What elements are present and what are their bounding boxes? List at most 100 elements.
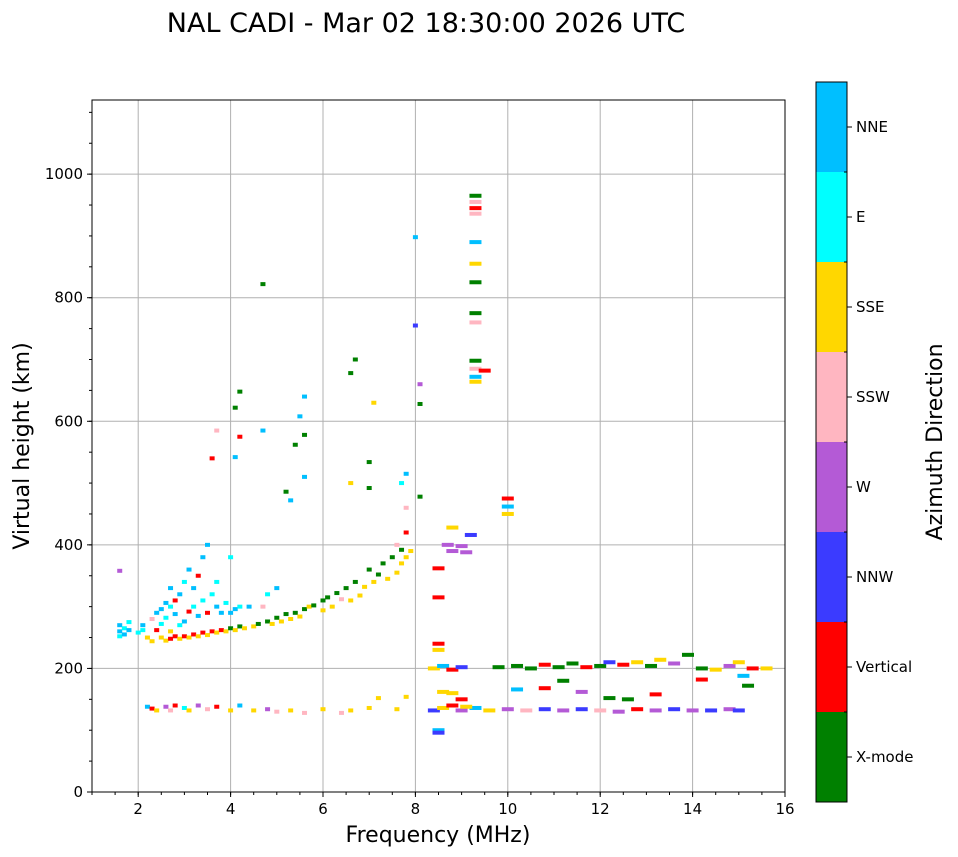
- data-point: [117, 568, 123, 573]
- data-point: [338, 710, 344, 715]
- data-point: [631, 660, 644, 665]
- data-point: [158, 635, 164, 640]
- data-point: [144, 704, 150, 709]
- data-point: [552, 665, 565, 670]
- data-point: [186, 567, 192, 572]
- data-point: [362, 584, 368, 589]
- data-point: [686, 708, 699, 713]
- data-point: [214, 579, 220, 584]
- colorbar-segment: [816, 172, 847, 262]
- data-point: [348, 708, 354, 713]
- data-point: [511, 687, 524, 692]
- data-point: [283, 489, 289, 494]
- data-point: [214, 428, 220, 433]
- data-point: [348, 371, 354, 376]
- data-point: [469, 379, 482, 384]
- data-point: [501, 504, 514, 509]
- data-point: [320, 598, 326, 603]
- data-point: [375, 696, 381, 701]
- data-point: [168, 708, 174, 713]
- chart-title: NAL CADI - Mar 02 18:30:00 2026 UTC: [167, 8, 685, 39]
- data-point: [469, 211, 482, 216]
- data-point: [343, 586, 349, 591]
- data-point: [158, 621, 164, 626]
- data-point: [302, 710, 308, 715]
- data-point: [464, 532, 477, 537]
- data-point: [385, 576, 391, 581]
- data-point: [501, 511, 514, 516]
- data-point: [469, 206, 482, 211]
- y-tick-label: 600: [54, 412, 83, 430]
- data-point: [195, 703, 201, 708]
- data-point: [325, 595, 331, 600]
- data-point: [394, 570, 400, 575]
- data-point: [209, 456, 215, 461]
- data-point: [191, 586, 197, 591]
- data-point: [154, 628, 160, 633]
- data-point: [478, 368, 491, 373]
- data-point: [214, 630, 220, 635]
- data-point: [732, 660, 745, 665]
- data-point: [311, 603, 317, 608]
- data-point: [455, 544, 468, 549]
- y-tick-label: 400: [54, 536, 83, 554]
- colorbar-frame: [815, 81, 848, 803]
- data-point: [177, 636, 183, 641]
- data-point: [389, 555, 395, 560]
- data-point: [228, 555, 234, 560]
- data-point: [366, 486, 372, 491]
- data-point: [366, 567, 372, 572]
- data-point: [432, 595, 445, 600]
- data-point: [200, 555, 206, 560]
- data-point: [557, 678, 570, 683]
- data-point: [432, 566, 445, 571]
- data-point: [228, 626, 234, 631]
- data-point: [760, 666, 773, 671]
- data-point: [269, 621, 275, 626]
- y-axis-ticks: 0 200 400 600 800 1000: [45, 111, 92, 801]
- data-point: [274, 615, 280, 620]
- data-point: [348, 598, 354, 603]
- data-point: [446, 549, 459, 554]
- data-point: [403, 555, 409, 560]
- data-point: [469, 311, 482, 316]
- data-point: [668, 707, 681, 712]
- data-point: [348, 481, 354, 486]
- data-point: [524, 666, 537, 671]
- data-point: [320, 707, 326, 712]
- data-point: [469, 358, 482, 363]
- x-tick-label: 12: [591, 800, 610, 818]
- data-point: [205, 610, 210, 615]
- data-point: [186, 635, 192, 640]
- plot-frame: [91, 99, 786, 793]
- data-point: [274, 586, 280, 591]
- data-point: [177, 592, 183, 597]
- colorbar-tick-label: W: [856, 478, 871, 496]
- colorbar-segment: [816, 622, 847, 712]
- data-point: [195, 573, 201, 578]
- data-point: [580, 665, 593, 670]
- data-point: [403, 505, 409, 510]
- data-point: [228, 610, 234, 615]
- data-point: [352, 579, 358, 584]
- data-point: [538, 707, 551, 712]
- data-point: [594, 708, 607, 713]
- data-point: [168, 604, 174, 609]
- data-point: [223, 600, 229, 605]
- data-point: [232, 607, 238, 612]
- data-point: [723, 663, 736, 668]
- colorbar-tick-label: Vertical: [856, 658, 912, 676]
- data-point: [469, 261, 482, 266]
- data-point: [117, 623, 123, 628]
- data-point: [469, 240, 482, 245]
- data-point: [163, 600, 169, 605]
- data-point: [260, 282, 266, 287]
- data-point: [172, 634, 178, 639]
- data-point: [403, 471, 409, 476]
- data-point: [168, 586, 174, 591]
- data-point: [292, 442, 298, 447]
- data-point: [501, 707, 514, 712]
- data-point: [288, 617, 294, 621]
- data-point: [668, 661, 681, 666]
- data-point: [195, 613, 201, 618]
